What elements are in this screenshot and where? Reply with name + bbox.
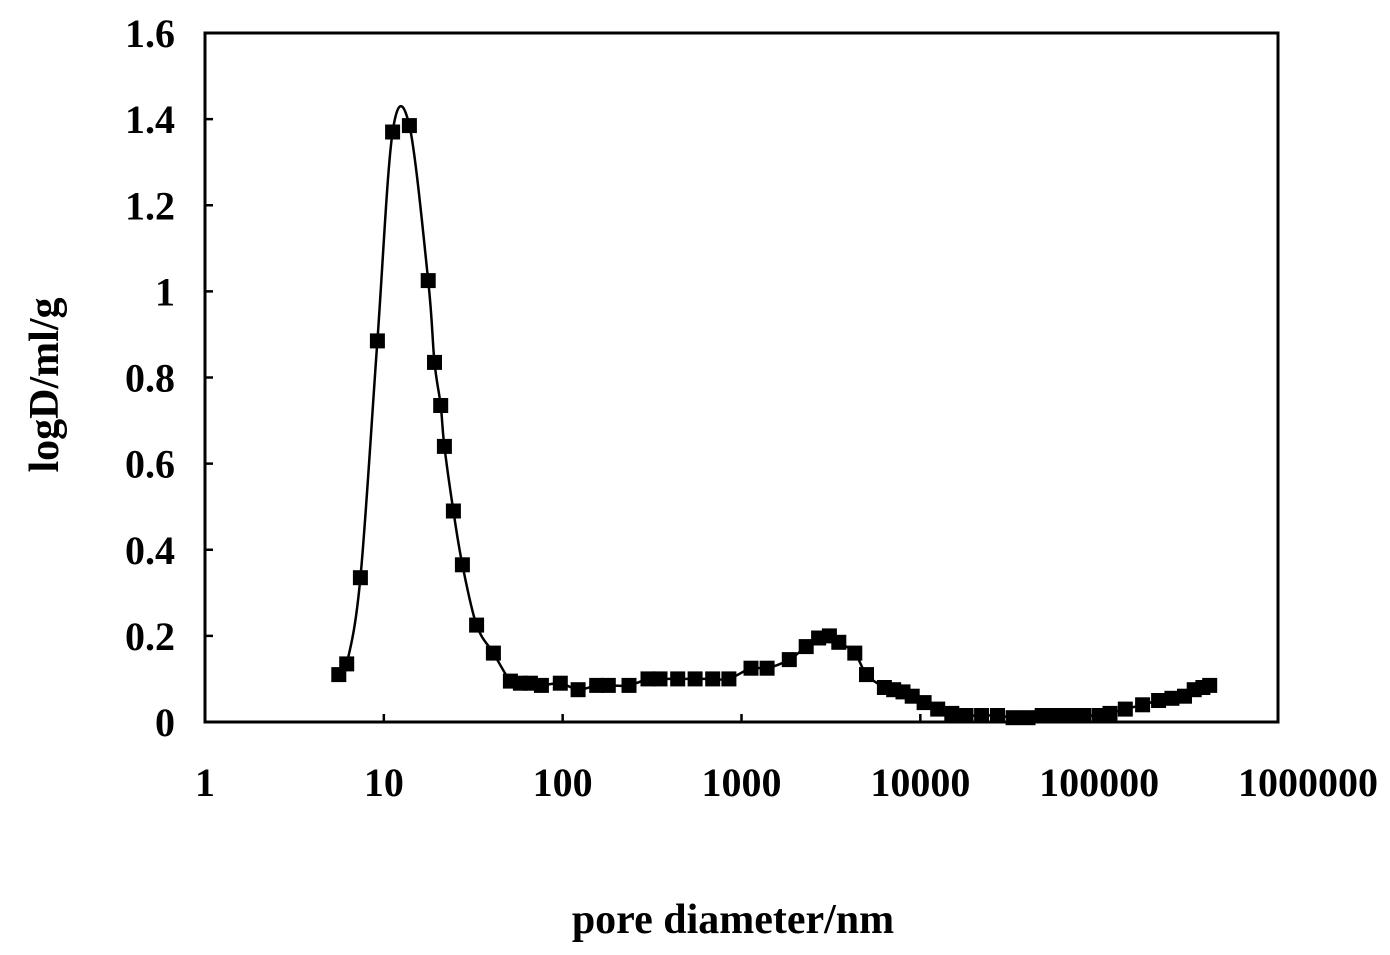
y-tick-label: 0.8	[125, 356, 175, 401]
x-axis-title: pore diameter/nm	[572, 897, 894, 943]
x-axis-ticks: 1 10 100 1000 10000 100000 1000000	[195, 714, 1378, 805]
data-point	[1151, 693, 1167, 708]
x-tick-label: 10000	[870, 760, 970, 805]
data-point	[974, 708, 990, 723]
data-point	[1202, 677, 1218, 693]
data-point	[433, 398, 449, 413]
data-point	[1020, 710, 1036, 726]
data-point	[621, 677, 637, 693]
y-tick-label: 0.6	[125, 442, 175, 487]
y-tick-label: 1.2	[125, 183, 175, 228]
data-point	[469, 617, 485, 633]
data-point	[570, 682, 586, 698]
data-point	[721, 671, 737, 687]
data-point	[1005, 710, 1021, 726]
x-tick-label: 1000000	[1238, 760, 1378, 805]
data-point	[847, 645, 863, 661]
data-point	[798, 639, 814, 655]
y-tick-label: 0.4	[125, 528, 175, 573]
data-point	[369, 333, 385, 349]
data-point	[533, 677, 549, 693]
data-point	[436, 438, 452, 454]
data-point	[652, 671, 668, 687]
y-tick-label: 0.2	[125, 614, 175, 659]
x-tick-label: 10	[364, 760, 404, 805]
data-point	[445, 503, 461, 519]
y-tick-label: 0	[155, 700, 175, 745]
data-point	[1034, 708, 1050, 723]
data-point	[859, 667, 874, 683]
data-point	[1048, 708, 1063, 723]
data-point-markers	[331, 118, 1218, 726]
data-point	[339, 656, 355, 672]
data-point	[781, 652, 797, 668]
data-point	[600, 677, 616, 693]
data-point	[1117, 701, 1133, 717]
data-point	[944, 705, 960, 721]
data-point	[589, 677, 605, 693]
x-tick-label: 1000	[702, 760, 782, 805]
data-point	[1102, 705, 1118, 721]
data-point	[1135, 697, 1151, 713]
data-point	[958, 708, 974, 723]
data-point	[904, 688, 920, 704]
data-point	[485, 645, 501, 661]
data-point	[385, 124, 401, 140]
y-tick-label: 1.4	[125, 97, 175, 142]
x-tick-label: 100	[533, 760, 593, 805]
data-point	[640, 671, 656, 687]
data-point	[1164, 690, 1180, 706]
data-point	[401, 118, 417, 134]
data-point	[352, 570, 368, 586]
data-point	[930, 701, 946, 717]
data-point	[759, 660, 775, 676]
data-point	[427, 354, 442, 370]
data-point	[687, 671, 703, 687]
data-point	[1061, 708, 1077, 723]
x-tick-label: 100000	[1039, 760, 1159, 805]
y-axis-title: logD/ml/g	[22, 298, 68, 473]
y-axis-ticks: 0 0.2 0.4 0.6 0.8 1 1.2 1.4 1.6	[125, 11, 213, 745]
y-tick-label: 1	[155, 269, 175, 314]
data-point	[1076, 708, 1092, 723]
x-tick-label: 1	[195, 760, 215, 805]
y-tick-label: 1.6	[125, 11, 175, 56]
data-point	[831, 634, 847, 650]
data-point	[420, 273, 436, 289]
data-point	[454, 557, 470, 573]
data-point	[552, 675, 568, 691]
data-point	[670, 671, 686, 687]
data-point	[743, 660, 759, 676]
data-point	[990, 708, 1005, 723]
data-point	[916, 695, 932, 711]
data-point	[705, 671, 721, 687]
